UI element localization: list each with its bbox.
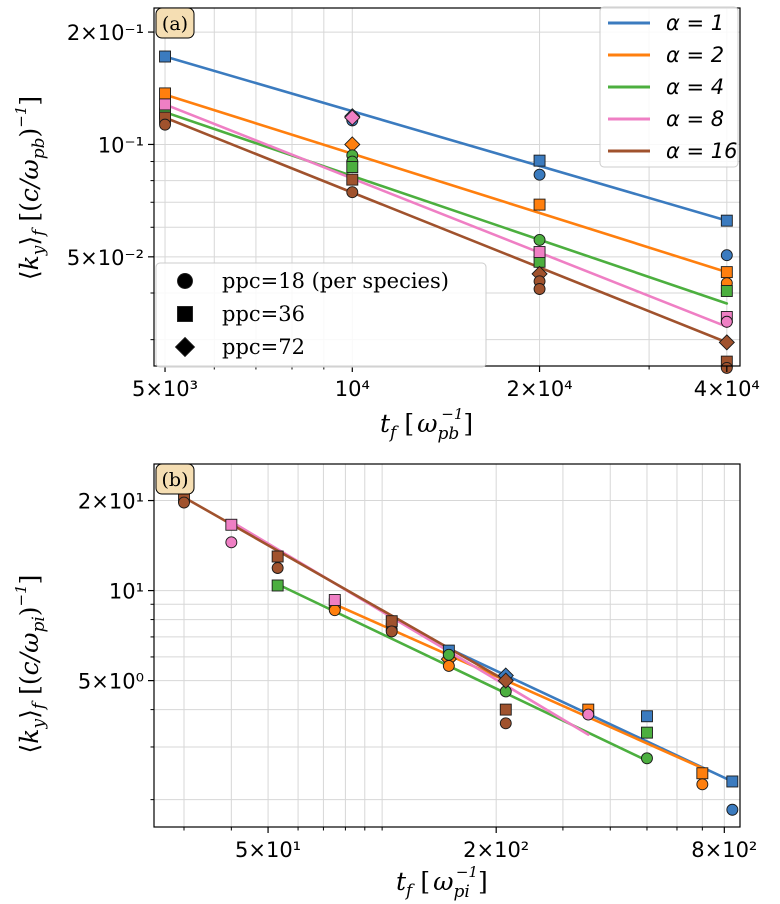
panel-a-xtick-label: 5×10³ bbox=[132, 377, 198, 401]
panel-a-fits bbox=[163, 55, 729, 344]
panel-a-point-circle bbox=[720, 315, 733, 328]
panel-a-point-square bbox=[720, 266, 733, 279]
legend-ppc-box bbox=[155, 262, 487, 368]
panel-a-point-square bbox=[346, 161, 359, 173]
panel-a-point-square bbox=[159, 50, 171, 63]
panel-a-ticks: 5×10³ 10⁴ 2×10⁴ 4×10⁴ 5×10⁻² 10⁻¹ 2×10⁻¹ bbox=[67, 21, 760, 401]
panel-a-fit-line-alpha-16 bbox=[163, 116, 729, 344]
panel-b-point-square bbox=[726, 775, 739, 788]
panel-a-point-circle bbox=[720, 249, 733, 262]
panel-a-point-circle bbox=[533, 233, 546, 246]
panel-b-ytick-label: 5×10⁰ bbox=[78, 670, 144, 694]
panel-a-xtick-label: 4×10⁴ bbox=[694, 377, 760, 401]
panel-a-point-square bbox=[159, 98, 171, 111]
panel-b-ytick-label: 2×10¹ bbox=[78, 490, 144, 514]
panel-a-ytick-label: 5×10⁻² bbox=[67, 246, 144, 270]
legend-ppc-label: ppc=36 bbox=[222, 302, 305, 326]
panel-a-point-square bbox=[720, 285, 733, 297]
panel-a-xtick-label: 2×10⁴ bbox=[507, 377, 573, 401]
panel-a-fit-line-alpha-2 bbox=[163, 93, 729, 274]
panel-b-ylabel-text: ⟨ky⟩f[(c/ωpi)−1] bbox=[12, 575, 49, 754]
panel-a-tag-text: (a) bbox=[162, 13, 188, 35]
legend-alpha-label: α = 1 bbox=[666, 11, 724, 35]
panel-a-ylabel-text: ⟨ky⟩f[(c/ωpb)−1] bbox=[12, 96, 49, 280]
legend-alpha-label: α = 8 bbox=[666, 107, 724, 131]
panel-b-point-circle bbox=[442, 648, 455, 661]
panel-a-point-circle bbox=[346, 186, 359, 199]
panel-a: 5×10³ 10⁴ 2×10⁴ 4×10⁴ 5×10⁻² 10⁻¹ 2×10⁻¹ (a) α… bbox=[12, 6, 760, 444]
panel-b-point-circle bbox=[726, 803, 739, 816]
panel-a-xlabel-text: tf[ωpb−1] bbox=[380, 405, 473, 444]
legend-ppc-marker-diamond bbox=[174, 336, 196, 358]
panel-b-point-circle bbox=[328, 604, 341, 617]
panel-b-point-square bbox=[271, 579, 284, 592]
panel-a-xlabel: tf[ωpb−1] bbox=[380, 405, 473, 444]
panel-a-point-diamond bbox=[344, 109, 361, 126]
panel-b-point-square bbox=[271, 550, 284, 563]
legend-ppc-label: ppc=18 (per species) bbox=[222, 269, 449, 293]
panel-b-tag: (b) bbox=[155, 463, 195, 495]
panel-a-xtick-label: 10⁴ bbox=[335, 377, 370, 401]
legend-ppc-label: ppc=72 bbox=[222, 335, 305, 359]
panel-b-point-circle bbox=[271, 562, 284, 574]
panel-a-fit-line-alpha-4 bbox=[163, 110, 729, 305]
legend-alpha-label: α = 16 bbox=[666, 139, 738, 163]
legend-alpha-label: α = 4 bbox=[666, 75, 724, 99]
panel-a-point-square bbox=[533, 154, 546, 167]
panel-b: 5×10¹ 2×10² 8×10² 5×10⁰ 10¹ 2×10¹ (b) tf[ωpi−… bbox=[12, 463, 757, 902]
panel-a-point-diamond bbox=[718, 334, 735, 351]
panel-a-tag: (a) bbox=[155, 7, 195, 39]
panel-b-point-circle bbox=[499, 717, 512, 730]
panel-b-ytick-label: 10¹ bbox=[109, 580, 144, 604]
legend-ppc-marker-circle bbox=[177, 273, 193, 289]
panel-a-point-circle bbox=[533, 283, 546, 295]
panel-a-points bbox=[159, 50, 735, 374]
panel-b-xtick-label: 8×10² bbox=[691, 838, 757, 862]
legend-alpha: α = 1 α = 2 α = 4 α = 8 α = 16 bbox=[599, 6, 739, 168]
panel-b-point-circle bbox=[696, 778, 709, 791]
panel-b-xlabel: tf[ωpi−1] bbox=[396, 863, 488, 902]
panel-b-xtick-label: 5×10¹ bbox=[235, 838, 301, 862]
panel-b-point-circle bbox=[385, 625, 398, 638]
panel-a-point-square bbox=[346, 173, 359, 186]
panel-a-point-square bbox=[533, 198, 546, 211]
panel-b-point-circle bbox=[442, 659, 455, 672]
panel-b-point-circle bbox=[225, 536, 238, 549]
legend-alpha-box bbox=[599, 6, 739, 168]
panel-b-point-circle bbox=[641, 752, 653, 765]
panel-b-point-square bbox=[328, 594, 341, 606]
panel-a-fit-line-alpha-8 bbox=[163, 103, 729, 328]
panel-a-ytick-label: 10⁻¹ bbox=[98, 133, 144, 157]
panel-b-point-square bbox=[641, 710, 653, 723]
panel-b-tag-text: (b) bbox=[162, 469, 189, 491]
panel-b-points bbox=[178, 491, 739, 816]
panel-b-point-square bbox=[225, 518, 238, 531]
panel-a-ytick-label: 2×10⁻¹ bbox=[67, 21, 144, 45]
panel-b-fits bbox=[182, 496, 734, 783]
panel-b-point-diamond bbox=[497, 672, 514, 689]
panel-a-point-square bbox=[720, 214, 733, 227]
panel-b-point-square bbox=[385, 615, 398, 628]
panel-b-point-square bbox=[499, 703, 512, 716]
panel-b-frame bbox=[153, 463, 741, 828]
panel-b-point-circle bbox=[178, 496, 190, 509]
panel-b-xlabel-text: tf[ωpi−1] bbox=[396, 863, 488, 902]
panel-b-ylabel: ⟨ky⟩f[(c/ωpi)−1] bbox=[12, 575, 49, 754]
panel-b-xtick-label: 2×10² bbox=[463, 838, 529, 862]
legend-alpha-label: α = 2 bbox=[666, 43, 724, 67]
legend-ppc-marker-square bbox=[177, 306, 193, 322]
panel-a-point-square bbox=[159, 87, 171, 100]
panel-a-ylabel: ⟨ky⟩f[(c/ωpb)−1] bbox=[12, 96, 49, 280]
panel-b-ticks: 5×10¹ 2×10² 8×10² 5×10⁰ 10¹ 2×10¹ bbox=[78, 490, 757, 862]
panel-b-point-square bbox=[696, 767, 709, 780]
panel-a-fit-line-alpha-1 bbox=[163, 55, 729, 222]
panel-a-point-circle bbox=[159, 118, 171, 131]
panel-b-point-circle bbox=[582, 708, 595, 721]
panel-b-point-square bbox=[641, 726, 653, 739]
legend-ppc: ppc=18 (per species) ppc=36 ppc=72 bbox=[155, 262, 487, 368]
panel-a-point-square bbox=[533, 246, 546, 258]
panel-a-point-circle bbox=[533, 168, 546, 181]
